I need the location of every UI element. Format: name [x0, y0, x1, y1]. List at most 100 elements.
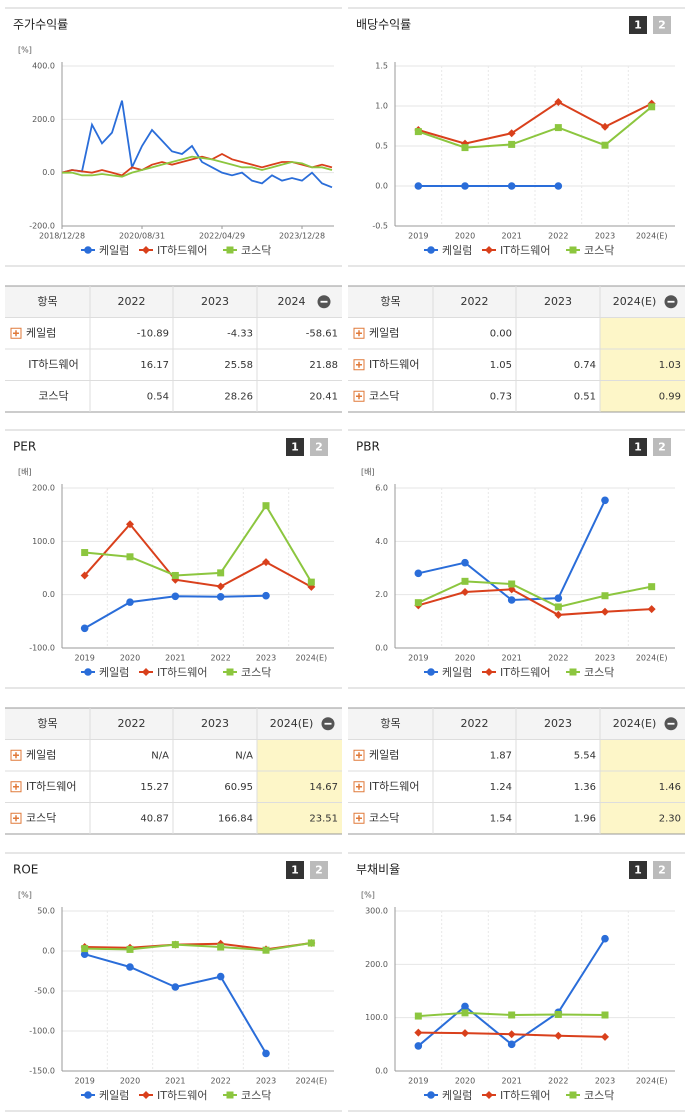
value-cell: 0.73	[490, 391, 512, 402]
row-label: 케일럼	[26, 747, 56, 761]
x-tick-label: 2022	[548, 654, 568, 663]
y-tick-label: 300.0	[365, 907, 388, 916]
marker	[126, 963, 134, 971]
marker	[507, 596, 516, 604]
marker	[554, 1031, 563, 1040]
y-tick-label: 0.0	[375, 182, 388, 191]
page-button-label[interactable]: 1	[634, 19, 642, 32]
legend-marker	[569, 246, 577, 254]
legend-marker	[84, 1091, 92, 1099]
page-button[interactable]	[653, 16, 671, 34]
y-tick-label: 200.0	[32, 484, 55, 493]
value-cell: 1.36	[574, 782, 596, 793]
y-tick-label: 200.0	[365, 960, 388, 969]
marker	[648, 583, 656, 591]
page-button-label[interactable]: 1	[634, 441, 642, 454]
value-cell: -58.61	[306, 328, 338, 339]
page-button[interactable]	[286, 861, 304, 879]
series-line	[84, 594, 267, 630]
y-tick-label: 100.0	[365, 1013, 388, 1022]
x-tick-label: 2020	[455, 232, 475, 241]
legend-label: 케일럼	[442, 243, 472, 257]
marker	[262, 946, 270, 954]
page-button[interactable]	[286, 438, 304, 456]
page-button-label[interactable]: 2	[658, 441, 666, 454]
expand-icon-cross	[13, 815, 19, 822]
x-tick-label: 2018/12/28	[39, 232, 85, 241]
x-tick-label: 2020	[120, 654, 140, 663]
x-tick-label: 2023	[595, 654, 615, 663]
marker	[126, 553, 134, 561]
marker	[601, 607, 609, 616]
value-cell: 23.51	[309, 813, 338, 824]
x-tick-label: 2024(E)	[636, 654, 668, 663]
page-button[interactable]	[629, 438, 647, 456]
value-cell: 1.96	[574, 813, 596, 824]
page-button[interactable]	[629, 861, 647, 879]
legend-marker	[427, 1091, 435, 1099]
marker	[461, 588, 469, 596]
marker	[554, 98, 563, 106]
row-label: IT하드웨어	[28, 357, 78, 371]
y-tick-label: 0.0	[42, 590, 55, 599]
y-tick-label: 1.5	[375, 62, 388, 71]
expand-icon-cross	[356, 783, 362, 790]
y-tick-label: -100.0	[29, 644, 55, 653]
legend-label: 코스닥	[584, 244, 614, 257]
page-button-label[interactable]: 2	[315, 441, 323, 454]
series-line	[84, 942, 312, 952]
x-tick-label: 2023	[595, 1077, 615, 1086]
value-cell: 40.87	[140, 813, 169, 824]
y-tick-label: -200.0	[29, 222, 55, 231]
marker	[262, 591, 270, 600]
marker	[80, 624, 89, 633]
y-tick-label: 0.0	[42, 168, 55, 177]
row-label: IT하드웨어	[369, 779, 419, 793]
marker	[80, 950, 89, 958]
x-tick-label: 2020/08/31	[119, 232, 165, 241]
row-label: IT하드웨어	[369, 357, 419, 371]
series-line	[418, 100, 653, 145]
page-button-label[interactable]: 2	[315, 864, 323, 877]
unit-label: [%]	[361, 891, 375, 900]
series-line	[417, 938, 606, 1047]
row-label: 케일럼	[26, 325, 56, 339]
expand-icon-cross	[356, 393, 362, 400]
marker	[554, 610, 563, 619]
value-cell: 0.00	[490, 328, 512, 339]
unit-label: [%]	[18, 891, 32, 900]
marker	[171, 571, 179, 579]
marker	[554, 594, 563, 602]
marker	[461, 144, 469, 152]
page-button[interactable]	[653, 861, 671, 879]
series-line	[84, 503, 313, 583]
x-tick-label: 2024(E)	[296, 654, 328, 663]
x-tick-label: 2021	[501, 654, 521, 663]
page-button-label[interactable]: 2	[658, 864, 666, 877]
marker	[262, 558, 270, 567]
marker	[461, 1009, 469, 1017]
page-button[interactable]	[629, 16, 647, 34]
page-button[interactable]	[310, 438, 328, 456]
value-cell: 25.58	[224, 360, 253, 371]
page-button-label[interactable]: 2	[658, 19, 666, 32]
legend-marker	[84, 246, 92, 254]
page-button[interactable]	[310, 861, 328, 879]
expand-icon-cross	[356, 752, 362, 759]
y-tick-label: -100.0	[29, 1027, 55, 1036]
page-button-label[interactable]: 1	[291, 441, 299, 454]
marker	[647, 605, 656, 614]
page-button[interactable]	[653, 438, 671, 456]
header-cell: 2024(E)	[270, 717, 314, 730]
series-line	[83, 522, 312, 588]
y-tick-label: 4.0	[375, 537, 388, 546]
page-button-label[interactable]: 1	[634, 864, 642, 877]
row-label: 케일럼	[369, 747, 399, 761]
header-cell: 2023	[201, 295, 229, 308]
marker	[307, 939, 315, 947]
marker	[554, 182, 563, 190]
marker	[414, 1028, 423, 1037]
marker	[262, 1049, 270, 1058]
page-button-label[interactable]: 1	[291, 864, 299, 877]
